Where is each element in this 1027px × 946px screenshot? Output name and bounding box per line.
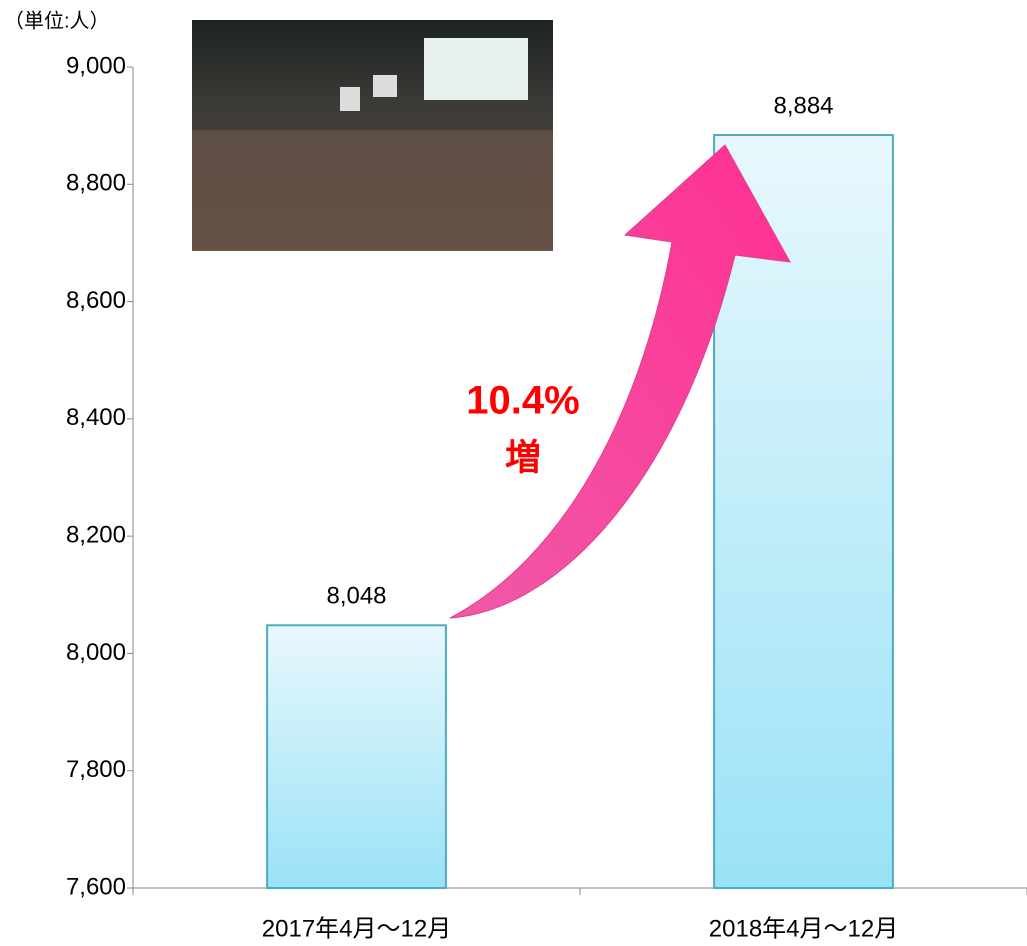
value-label: 8,048	[326, 583, 386, 610]
y-tick-label: 8,200	[66, 521, 126, 548]
x-tick-label: 2018年4月～12月	[709, 915, 898, 942]
photo	[192, 20, 553, 251]
x-tick-label: 2017年4月～12月	[262, 915, 451, 942]
unit-label: （単位:人）	[4, 9, 110, 32]
y-tick-label: 8,600	[66, 287, 126, 314]
annotation: 増	[505, 437, 541, 478]
y-tick-label: 9,000	[66, 52, 126, 79]
y-tick-label: 8,800	[66, 170, 126, 197]
bar	[713, 134, 894, 890]
y-tick-label: 7,600	[66, 873, 126, 900]
growth-arrow	[449, 144, 791, 619]
annotation: 10.4%	[466, 379, 579, 423]
value-label: 8,884	[773, 92, 833, 119]
y-tick-label: 8,000	[66, 639, 126, 666]
bar	[266, 624, 447, 890]
y-tick-label: 7,800	[66, 756, 126, 783]
y-tick-label: 8,400	[66, 404, 126, 431]
